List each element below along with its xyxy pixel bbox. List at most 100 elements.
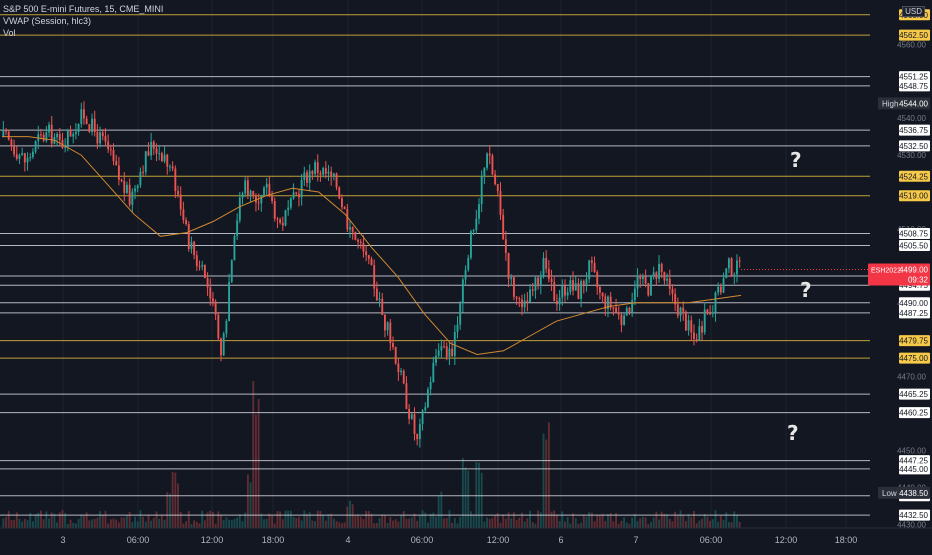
volume-bar: [15, 512, 18, 528]
candle-body: [273, 201, 276, 219]
volume-bar: [134, 516, 136, 528]
volume-bar: [711, 519, 714, 528]
current-symbol: ESH2022: [871, 268, 901, 275]
candle-body: [623, 315, 626, 325]
candle-body: [408, 409, 411, 419]
candle-body: [7, 131, 10, 140]
volume-bar: [623, 517, 626, 528]
volume-bar: [255, 414, 257, 528]
volume-bar: [375, 523, 378, 528]
candle-body: [365, 251, 368, 256]
candle-body: [330, 171, 333, 177]
level-label: 4460.25: [899, 409, 928, 418]
y-tick-label: 4560.00: [897, 40, 926, 49]
question-annotation-1[interactable]: ?: [790, 148, 802, 172]
volume-bar: [26, 520, 29, 528]
candle-body: [217, 314, 220, 339]
volume-bar: [609, 513, 612, 528]
x-tick-label: 18:00: [262, 535, 285, 545]
candle-body: [263, 187, 265, 195]
candle-body: [402, 370, 405, 384]
volume-bar: [257, 398, 260, 528]
volume-bar: [287, 510, 290, 528]
low-label: Low: [882, 489, 897, 498]
volume-bar: [467, 470, 470, 528]
candle-body: [85, 118, 88, 125]
candle-body: [426, 389, 429, 408]
candle-body: [451, 348, 454, 356]
volume-bar: [177, 483, 179, 528]
question-annotation-2[interactable]: ?: [800, 278, 812, 302]
volume-bar: [663, 513, 666, 528]
level-label: 4447.25: [899, 457, 928, 466]
candle-body: [332, 173, 335, 177]
candle-body: [459, 303, 462, 325]
volume-bar: [475, 461, 478, 528]
currency-button[interactable]: USD: [902, 6, 925, 17]
candle-body: [91, 118, 93, 132]
question-annotation-3[interactable]: ?: [787, 421, 799, 445]
candle-body: [160, 153, 163, 162]
volume-bar: [48, 518, 50, 528]
volume-bar: [276, 511, 279, 528]
level-label: 4475.00: [899, 354, 928, 363]
candle-body: [564, 285, 566, 296]
volume-bar: [37, 512, 40, 528]
vwap-legend[interactable]: VWAP (Session, hlc3): [3, 16, 92, 26]
candle-body: [469, 231, 472, 258]
volume-bar: [561, 511, 564, 528]
level-label: 4532.50: [899, 142, 928, 151]
candle-body: [45, 132, 48, 141]
candle-body: [717, 286, 720, 293]
candle-body: [504, 239, 507, 254]
candle-body: [486, 153, 488, 168]
candle-body: [547, 268, 550, 279]
candle-body: [612, 307, 615, 309]
volume-bar: [461, 458, 464, 528]
volume-bar: [529, 510, 531, 528]
volume-bar: [416, 520, 419, 528]
candle-body: [228, 282, 231, 321]
volume-bar: [80, 514, 83, 528]
candle-body: [169, 166, 171, 168]
y-tick-label: 4430.00: [897, 520, 926, 529]
candle-body: [502, 214, 505, 240]
volume-bar: [359, 516, 362, 528]
volume-bar: [733, 511, 736, 528]
candle-body: [252, 190, 255, 196]
volume-bar: [679, 510, 682, 528]
volume-bar: [539, 512, 542, 528]
level-label-bg: [899, 455, 930, 467]
candle-body: [241, 193, 244, 198]
volume-bar: [265, 518, 268, 528]
volume-legend[interactable]: Vol: [3, 28, 16, 38]
volume-bar: [289, 510, 292, 528]
candle-body: [292, 192, 295, 199]
level-label-bg: [899, 240, 930, 252]
symbol-legend[interactable]: S&P 500 E-mini Futures, 15, CME_MINI: [3, 4, 164, 14]
candle-body: [609, 296, 612, 308]
volume-bar: [550, 511, 553, 528]
candle-body: [386, 322, 389, 331]
volume-bar: [687, 514, 690, 528]
volume-bar: [21, 521, 24, 528]
candle-body: [64, 147, 67, 149]
candle-body: [142, 171, 145, 173]
volume-bar: [367, 511, 370, 528]
volume-bar: [370, 513, 373, 528]
x-tick-label: 12:00: [201, 535, 224, 545]
level-label: 4494.75: [899, 281, 928, 290]
candle-body: [598, 287, 601, 293]
volume-bar: [684, 520, 687, 528]
x-tick-label: 12:00: [775, 535, 798, 545]
volume-bar: [719, 515, 722, 528]
candle-body: [596, 272, 599, 288]
candle-body: [61, 140, 64, 148]
volume-bar: [31, 521, 34, 528]
volume-bar: [631, 517, 634, 528]
candle-body: [561, 285, 564, 298]
volume-bar: [104, 510, 107, 528]
volume-bar: [736, 514, 738, 528]
